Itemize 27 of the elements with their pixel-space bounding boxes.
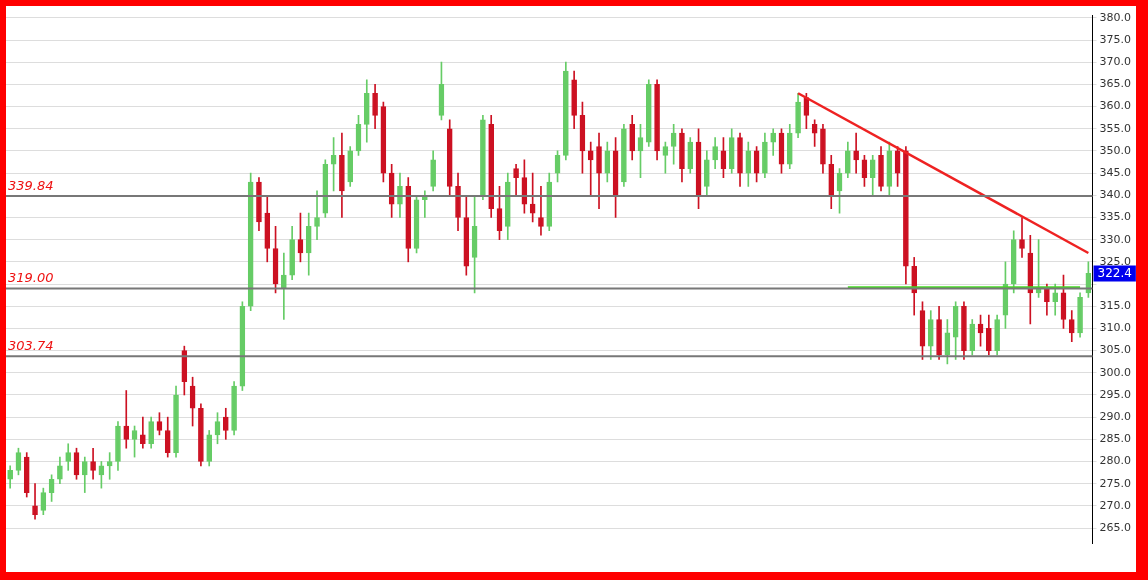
y-tick-label: 360.0 xyxy=(1099,99,1132,113)
ref-line-label: 303.74 xyxy=(8,338,54,354)
annotation: 322.4 xyxy=(1097,265,1132,280)
y-tick-label: 275.0 xyxy=(1099,476,1132,490)
y-tick-label: 295.0 xyxy=(1099,387,1132,401)
y-tick-label: 285.0 xyxy=(1099,432,1132,446)
y-tick-label: 310.0 xyxy=(1099,321,1132,335)
y-tick-label: 315.0 xyxy=(1099,299,1132,313)
y-tick-label: 270.0 xyxy=(1099,498,1132,512)
y-tick-label: 330.0 xyxy=(1099,232,1132,246)
ref-line-label: 319.00 xyxy=(8,270,54,286)
y-tick-label: 365.0 xyxy=(1099,77,1132,91)
y-tick-label: 345.0 xyxy=(1099,165,1132,179)
ref-line-label: 339.84 xyxy=(8,177,54,193)
y-tick-label: 280.0 xyxy=(1099,454,1132,468)
y-tick-label: 355.0 xyxy=(1099,121,1132,135)
y-tick-label: 370.0 xyxy=(1099,55,1132,69)
y-tick-label: 290.0 xyxy=(1099,410,1132,424)
y-tick-label: 305.0 xyxy=(1099,343,1132,357)
y-tick-label: 350.0 xyxy=(1099,143,1132,157)
y-tick-label: 340.0 xyxy=(1099,188,1132,202)
y-tick-label: 375.0 xyxy=(1099,32,1132,46)
y-tick-label: 325.0 xyxy=(1099,254,1132,268)
y-tick-label: 335.0 xyxy=(1099,210,1132,224)
y-tick-label: 380.0 xyxy=(1099,10,1132,24)
y-tick-label: 300.0 xyxy=(1099,365,1132,379)
y-tick-label: 265.0 xyxy=(1099,520,1132,534)
